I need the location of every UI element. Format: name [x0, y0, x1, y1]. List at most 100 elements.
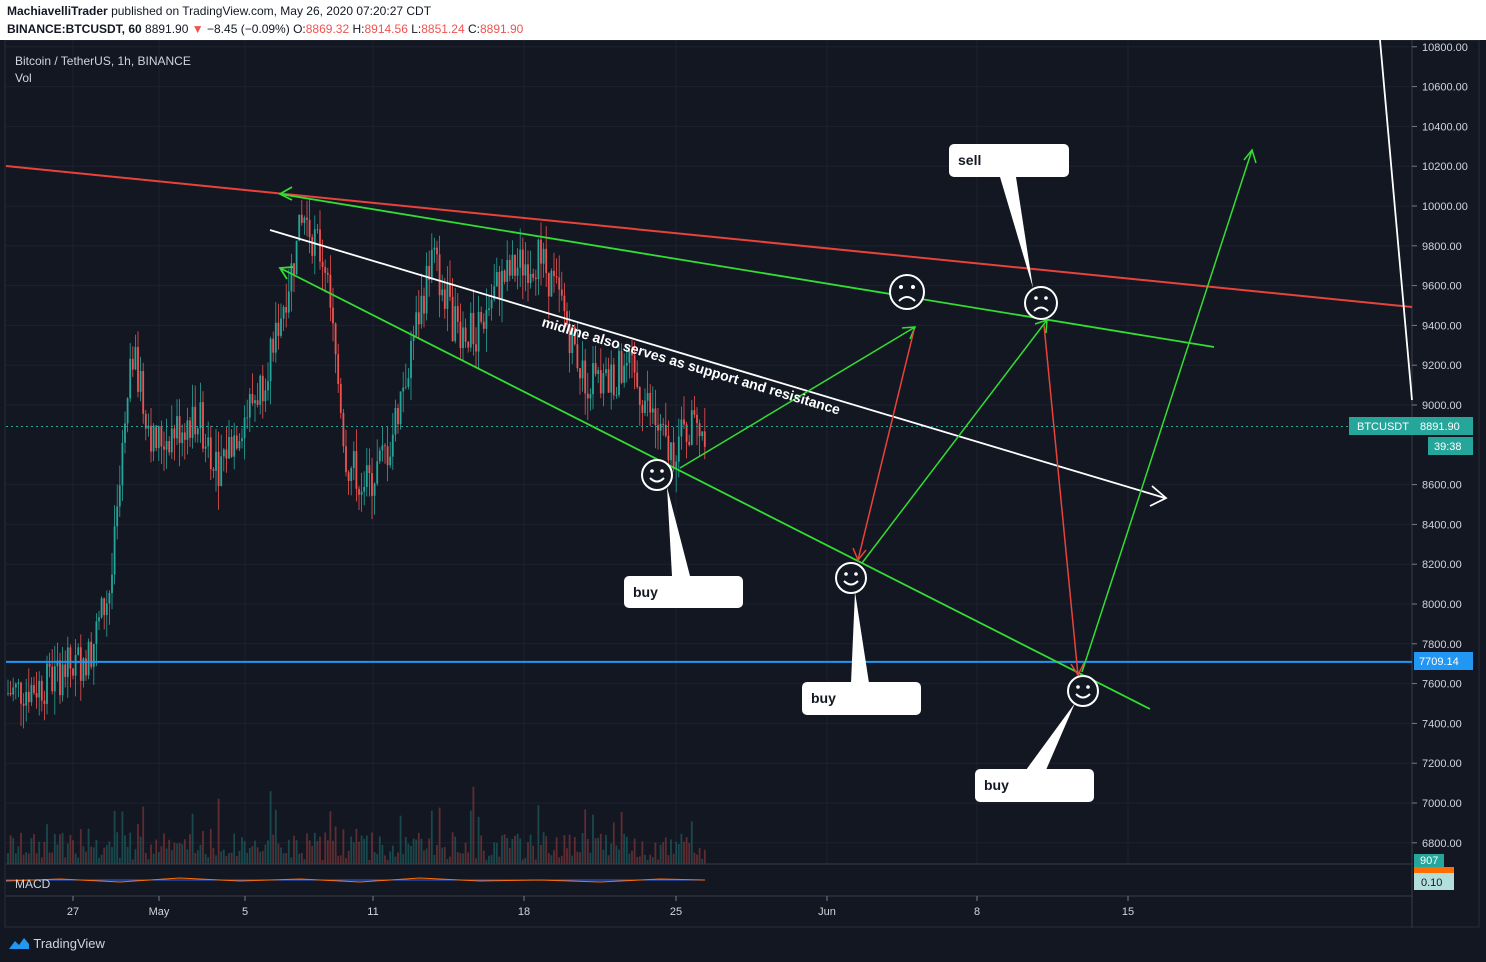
candle-body	[407, 378, 410, 387]
price-tick-label: 8000.00	[1422, 599, 1462, 611]
volume-bar	[264, 844, 267, 864]
candle-body	[100, 598, 103, 618]
candle-body	[277, 322, 280, 336]
volume-bar	[313, 832, 316, 864]
volume-bar	[303, 859, 306, 864]
frown-icon[interactable]	[889, 274, 925, 310]
volume-bar	[498, 856, 501, 864]
arrowhead	[852, 547, 867, 562]
volume-bar	[170, 850, 173, 864]
smiley-icon[interactable]	[835, 562, 867, 594]
volume-bar	[438, 807, 441, 864]
time-tick-label: May	[149, 906, 170, 918]
smiley-icon[interactable]	[641, 459, 673, 491]
volume-legend: Vol	[15, 71, 32, 85]
price-axis[interactable]: 10800.00 10600.00 10400.00 10200.00 10000.00…	[1412, 42, 1468, 850]
volume-bar	[113, 810, 116, 864]
volume-bar	[59, 834, 61, 864]
candle-body	[316, 229, 319, 231]
volume-bar	[217, 798, 220, 864]
candle-body	[680, 419, 683, 437]
volume-bar	[87, 828, 90, 864]
candle-body	[238, 441, 241, 449]
candle-body	[449, 283, 451, 297]
volume-bar	[319, 836, 321, 864]
candle-body	[176, 416, 178, 439]
candle-body	[59, 660, 61, 696]
volume-bar	[181, 844, 184, 864]
candle-body	[417, 312, 420, 325]
red-resistance-line[interactable]	[5, 165, 1413, 308]
volume-bar	[425, 848, 428, 864]
price-tick-label: 10400.00	[1422, 121, 1468, 133]
frown-icon[interactable]	[1024, 286, 1058, 320]
time-axis[interactable]: 27 May 5 11 18 25 Jun 8 15	[67, 896, 1134, 918]
volume-bar	[248, 847, 251, 864]
volume-bar	[703, 849, 706, 864]
tradingview-brand[interactable]: TradingView	[8, 936, 105, 951]
upper-channel-line[interactable]	[279, 193, 1215, 348]
candle-body	[589, 394, 592, 399]
candle-body	[274, 322, 277, 353]
candle-body	[40, 680, 43, 701]
author-name[interactable]: MachiavelliTrader	[7, 4, 108, 18]
candle-body	[329, 274, 332, 308]
volume-bar	[693, 852, 696, 864]
candle-body	[251, 394, 254, 404]
volume-bar	[462, 853, 464, 864]
candle-body	[222, 449, 225, 457]
volume-bar	[295, 840, 298, 864]
candle-body	[688, 441, 691, 445]
candle-body	[139, 371, 142, 392]
candle-body	[376, 461, 379, 484]
volume-bar	[311, 845, 314, 864]
close-label: C:	[467, 22, 480, 36]
midline[interactable]	[269, 229, 1166, 499]
candle-body	[389, 456, 392, 466]
volume-bar	[350, 836, 353, 864]
volume-bar	[332, 840, 334, 864]
candle-body	[641, 404, 644, 413]
white-steep-line[interactable]	[1379, 40, 1413, 401]
candle-body	[170, 428, 173, 453]
volume-bar	[524, 857, 527, 864]
candle-body	[503, 270, 506, 282]
volume-bar	[540, 844, 542, 864]
candle-body	[332, 307, 334, 324]
buy-callout[interactable]: buy	[802, 592, 921, 715]
candle-body	[345, 446, 347, 473]
candle-body	[202, 402, 204, 449]
symbol-line: BINANCE:BTCUSDT, 60	[7, 22, 142, 36]
volume-bar	[675, 841, 678, 864]
candle-body	[272, 338, 275, 353]
volume-bar	[612, 822, 615, 864]
buy-callout[interactable]: buy	[975, 703, 1094, 802]
volume-bar	[482, 850, 485, 864]
candle-body	[113, 526, 116, 575]
volume-bar	[542, 832, 545, 864]
volume-bar	[256, 847, 259, 864]
candle-body	[558, 277, 561, 290]
volume-bar	[363, 838, 366, 864]
volume-bar	[394, 856, 397, 864]
last-price-tag-text: 8891.90	[1420, 421, 1460, 433]
candle-body	[212, 469, 215, 471]
volume-bar	[420, 838, 423, 864]
candle-body	[698, 423, 701, 437]
candle-body	[519, 249, 522, 268]
sell-callout[interactable]: sell	[949, 144, 1069, 288]
candle-body	[428, 265, 431, 280]
candle-body	[82, 658, 85, 681]
price-chart[interactable]: MACD Bitcoin / TetherUS, 1h, BINANCE Vol…	[0, 40, 1486, 928]
buy-callout[interactable]: buy	[624, 487, 743, 608]
candle-body	[646, 392, 649, 401]
lower-channel-line[interactable]	[279, 267, 1151, 710]
arrowhead	[1070, 662, 1085, 677]
candle-body	[508, 260, 511, 276]
candle-body	[459, 321, 462, 349]
volume-bar	[111, 847, 113, 864]
candle-body	[137, 347, 139, 392]
open-label: O:	[293, 22, 306, 36]
smiley-icon[interactable]	[1067, 675, 1099, 707]
volume-bar	[576, 851, 579, 864]
